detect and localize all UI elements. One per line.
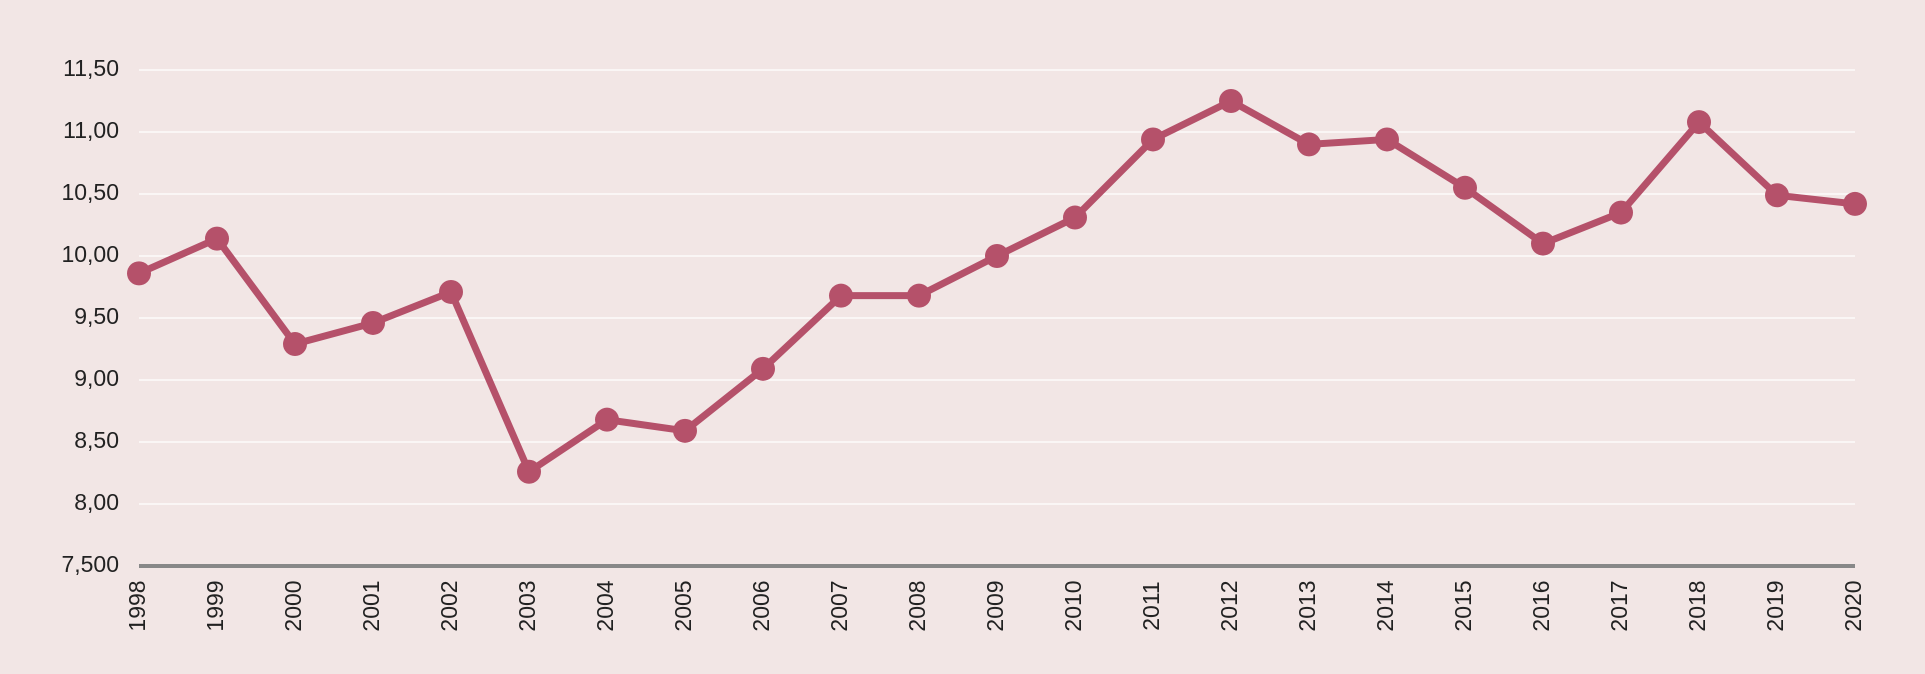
point bbox=[1453, 175, 1477, 200]
point bbox=[1765, 183, 1789, 208]
point bbox=[985, 244, 1009, 268]
point bbox=[205, 226, 229, 251]
x-tick-label: 2012 bbox=[1216, 580, 1242, 631]
x-tick-label: 2014 bbox=[1372, 580, 1398, 631]
y-tick-label: 8,00 bbox=[74, 489, 119, 515]
y-tick-label: 10,50 bbox=[61, 179, 119, 205]
x-tick-label: 2006 bbox=[748, 580, 774, 631]
line bbox=[137, 97, 1856, 476]
x-tick-label: 2000 bbox=[280, 580, 306, 631]
point bbox=[907, 283, 931, 308]
point bbox=[517, 459, 541, 484]
x-tick-label: 2017 bbox=[1606, 580, 1632, 631]
point bbox=[1687, 110, 1711, 135]
point bbox=[1141, 127, 1165, 152]
point bbox=[673, 418, 697, 443]
point bbox=[751, 356, 775, 381]
point bbox=[1219, 89, 1243, 113]
x-tick-label: 2013 bbox=[1294, 580, 1320, 631]
point bbox=[439, 279, 463, 304]
x-tick-label: 2007 bbox=[826, 580, 852, 631]
point bbox=[595, 407, 619, 432]
y-tick-label: 9,50 bbox=[74, 303, 119, 329]
y-tick-label: 11,00 bbox=[63, 117, 119, 143]
x-tick-label: 2001 bbox=[358, 580, 384, 631]
x-tick-label: 2008 bbox=[904, 580, 930, 631]
point bbox=[1531, 231, 1555, 256]
point bbox=[829, 283, 853, 308]
x-tick-label: 2004 bbox=[592, 580, 618, 631]
point bbox=[283, 332, 307, 357]
x-tick-label: 1998 bbox=[124, 580, 150, 631]
y-tick-label: 9,00 bbox=[74, 365, 119, 391]
point bbox=[1063, 205, 1087, 230]
y-tick-label: 11,50 bbox=[63, 55, 119, 81]
x-tick-label: 2018 bbox=[1684, 580, 1710, 631]
point bbox=[1843, 191, 1867, 216]
x-tick-label: 2015 bbox=[1450, 580, 1476, 631]
x-tick-label: 2020 bbox=[1840, 580, 1866, 631]
point bbox=[361, 310, 385, 335]
point bbox=[1609, 200, 1633, 225]
x-tick-label: 2003 bbox=[514, 580, 540, 631]
x-tick-label: 2016 bbox=[1528, 580, 1554, 631]
x-tick-label: 2002 bbox=[436, 580, 462, 631]
point bbox=[1297, 132, 1321, 157]
point bbox=[1375, 127, 1399, 152]
point bbox=[127, 261, 151, 286]
y-tick-label: 7,500 bbox=[61, 551, 119, 577]
x-tick-label: 2019 bbox=[1762, 580, 1788, 631]
x-tick-label: 2010 bbox=[1060, 580, 1086, 631]
x-tick-label: 2011 bbox=[1138, 581, 1164, 630]
x-tick-label: 2009 bbox=[982, 580, 1008, 631]
x-tick-label: 2005 bbox=[670, 580, 696, 631]
x-tick-label: 1999 bbox=[202, 580, 228, 631]
y-tick-label: 10,00 bbox=[61, 241, 119, 267]
y-tick-label: 8,50 bbox=[74, 427, 119, 453]
